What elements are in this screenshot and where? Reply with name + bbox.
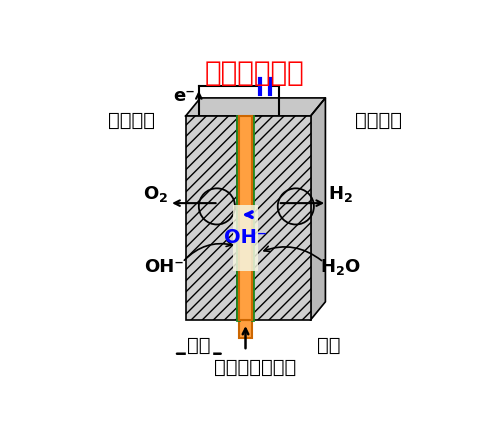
Bar [253, 117, 311, 320]
Bar [239, 320, 252, 338]
Text: 水素発生: 水素発生 [354, 110, 402, 130]
Text: 酸素発生: 酸素発生 [108, 110, 155, 130]
Polygon shape [186, 99, 326, 117]
Text: $\mathbf{O_2}$: $\mathbf{O_2}$ [144, 184, 168, 204]
Text: 高分子電解質膜: 高分子電解質膜 [214, 357, 296, 376]
Bar [186, 117, 237, 320]
Text: 負極: 負極 [317, 335, 340, 354]
Bar [233, 205, 258, 271]
Text: 水電解の概略: 水電解の概略 [205, 59, 305, 87]
Text: $\mathbf{H_2}$: $\mathbf{H_2}$ [328, 184, 353, 204]
Bar [237, 117, 239, 320]
Bar [252, 117, 253, 320]
Bar [239, 117, 252, 320]
Text: OH⁻: OH⁻ [224, 227, 267, 246]
Text: e⁻: e⁻ [173, 86, 195, 104]
Text: 正極: 正極 [187, 335, 211, 354]
Text: OH⁻: OH⁻ [144, 257, 184, 275]
Polygon shape [311, 99, 326, 320]
Text: $\mathbf{H_2O}$: $\mathbf{H_2O}$ [320, 256, 361, 276]
